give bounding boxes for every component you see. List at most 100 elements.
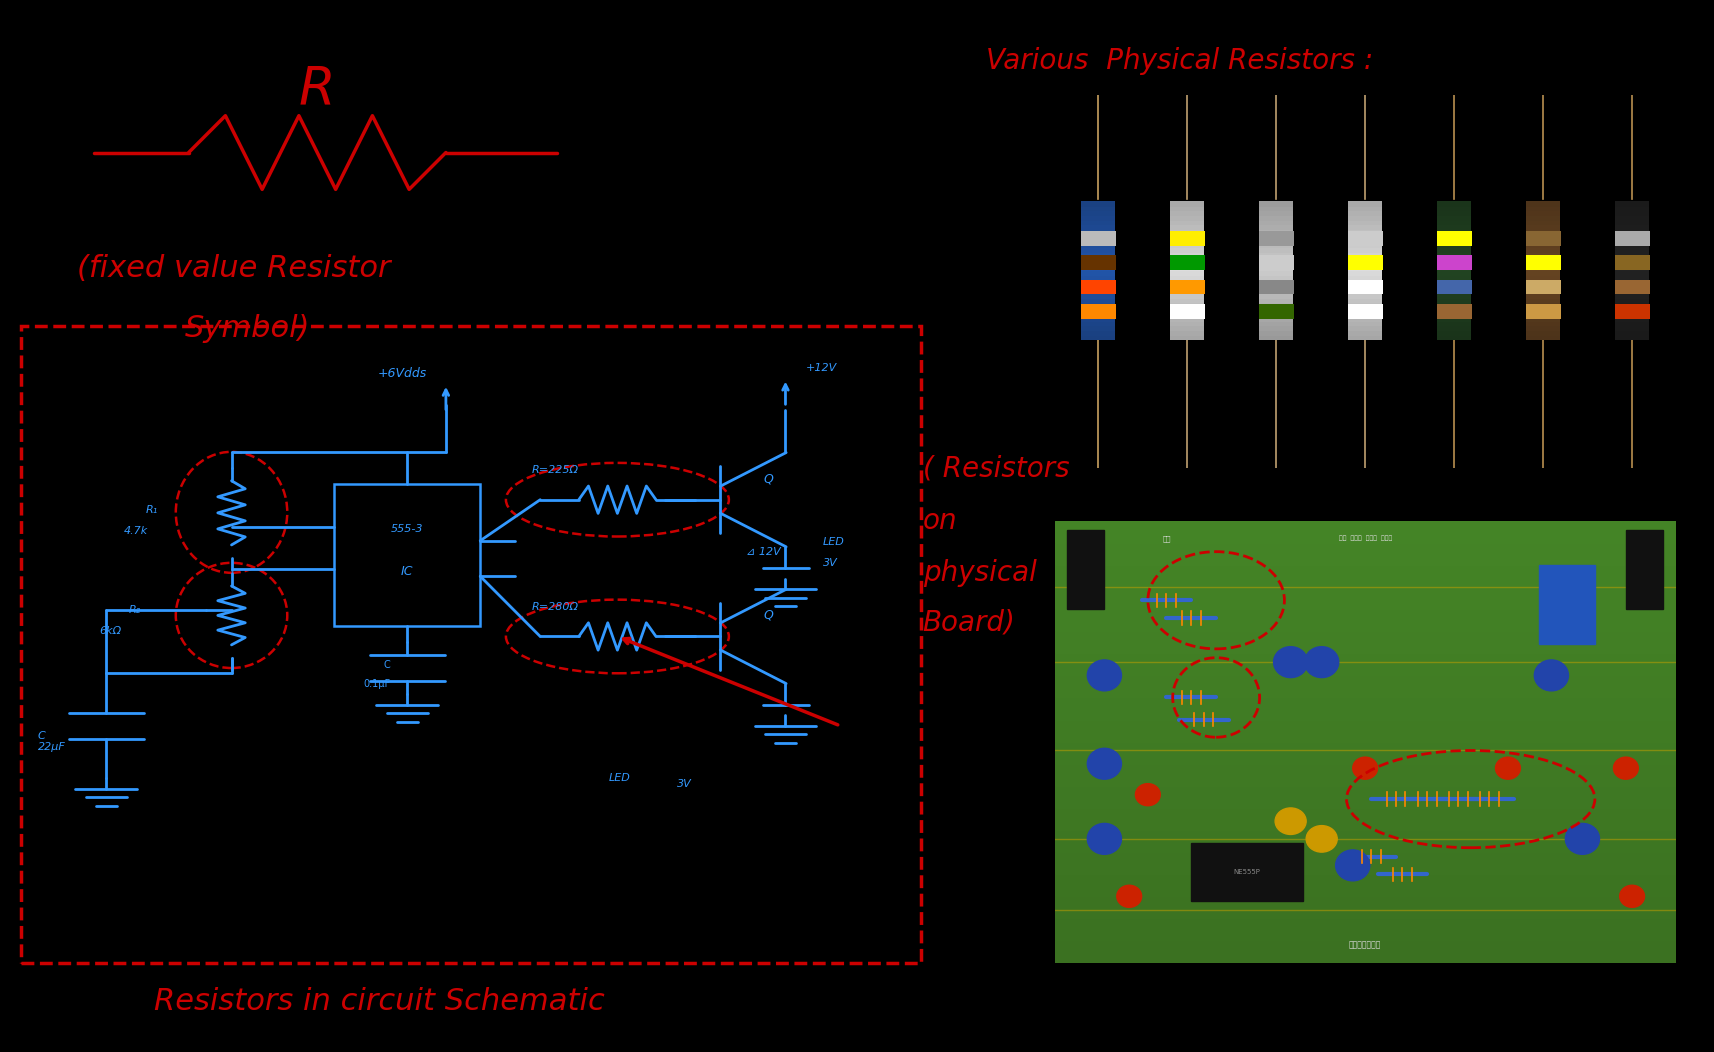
Bar: [1347, 224, 1381, 229]
Bar: [1258, 317, 1292, 322]
Bar: [1347, 294, 1381, 299]
Bar: [1525, 234, 1560, 239]
Text: +12V: +12V: [806, 363, 836, 373]
Bar: [1169, 335, 1203, 340]
Ellipse shape: [1275, 808, 1306, 834]
Ellipse shape: [1618, 886, 1644, 907]
Bar: [1436, 234, 1471, 239]
Bar: [1169, 210, 1203, 216]
Bar: [1615, 224, 1649, 229]
Bar: [1258, 302, 1292, 308]
Bar: [1615, 220, 1649, 225]
Bar: [1615, 231, 1649, 246]
Bar: [1080, 224, 1114, 229]
Bar: [1525, 302, 1560, 308]
Bar: [1436, 311, 1471, 318]
Bar: [1347, 284, 1381, 289]
Text: (fixed value Resistor: (fixed value Resistor: [77, 254, 391, 283]
Bar: [1080, 284, 1114, 289]
Bar: [1169, 270, 1203, 276]
Bar: [1525, 256, 1560, 270]
Bar: [1525, 201, 1560, 206]
Bar: [1169, 238, 1203, 244]
Bar: [1080, 251, 1114, 258]
Bar: [1615, 335, 1649, 340]
Bar: [1054, 587, 1675, 609]
Bar: [1436, 205, 1471, 211]
Bar: [1347, 220, 1381, 225]
Text: R₂: R₂: [129, 605, 141, 615]
Bar: [1436, 275, 1471, 281]
Bar: [1615, 311, 1649, 318]
Bar: [1525, 261, 1560, 266]
Bar: [1258, 330, 1292, 336]
Text: NE555P: NE555P: [1232, 869, 1260, 875]
Bar: [1347, 335, 1381, 340]
Text: Resistors in circuit Schematic: Resistors in circuit Schematic: [154, 987, 605, 1016]
Text: 多路波形发生器: 多路波形发生器: [1349, 940, 1380, 949]
Bar: [1258, 228, 1292, 235]
Bar: [1615, 280, 1649, 295]
Bar: [1347, 205, 1381, 211]
Bar: [1615, 294, 1649, 299]
Bar: [1436, 242, 1471, 248]
Bar: [1347, 265, 1381, 271]
Bar: [1169, 251, 1203, 258]
Bar: [1080, 242, 1114, 248]
Ellipse shape: [1087, 660, 1121, 691]
Bar: [1191, 844, 1303, 901]
Bar: [1436, 210, 1471, 216]
Bar: [1436, 280, 1471, 295]
Bar: [334, 484, 480, 626]
Bar: [1080, 311, 1114, 318]
Bar: [1258, 270, 1292, 276]
Bar: [1080, 294, 1114, 299]
Bar: [1436, 307, 1471, 312]
Bar: [1525, 238, 1560, 244]
Text: 6kΩ: 6kΩ: [99, 626, 122, 636]
Bar: [1615, 228, 1649, 235]
Bar: [1525, 330, 1560, 336]
Ellipse shape: [1306, 826, 1337, 852]
Text: C
22µF: C 22µF: [38, 731, 65, 752]
Bar: [1525, 265, 1560, 271]
Bar: [1615, 288, 1649, 295]
Bar: [1258, 257, 1292, 262]
Bar: [1615, 279, 1649, 285]
Ellipse shape: [1135, 784, 1160, 806]
Bar: [1347, 257, 1381, 262]
Bar: [1347, 251, 1381, 258]
Bar: [1054, 675, 1675, 697]
Text: ( Resistors: ( Resistors: [922, 454, 1068, 482]
Bar: [1615, 302, 1649, 308]
Text: R: R: [298, 63, 336, 116]
Bar: [1258, 220, 1292, 225]
Bar: [1169, 288, 1203, 295]
Bar: [1169, 261, 1203, 266]
Bar: [1436, 317, 1471, 322]
Bar: [1258, 307, 1292, 312]
Ellipse shape: [1534, 660, 1568, 691]
Bar: [1080, 304, 1114, 319]
Text: Various  Physical Resistors :: Various Physical Resistors :: [986, 47, 1373, 75]
Bar: [1080, 261, 1114, 266]
Ellipse shape: [1087, 824, 1121, 854]
Bar: [1169, 256, 1203, 270]
Bar: [1258, 284, 1292, 289]
Bar: [1080, 307, 1114, 312]
Bar: [1347, 330, 1381, 336]
Bar: [1615, 261, 1649, 266]
Bar: [1054, 521, 1675, 543]
Bar: [1436, 224, 1471, 229]
Ellipse shape: [1613, 757, 1637, 780]
Bar: [1258, 265, 1292, 271]
Bar: [1615, 201, 1649, 206]
Ellipse shape: [1116, 886, 1142, 907]
Bar: [1080, 201, 1114, 206]
Bar: [1080, 270, 1114, 276]
Bar: [1258, 205, 1292, 211]
Bar: [1615, 251, 1649, 258]
Bar: [1080, 205, 1114, 211]
Bar: [1347, 311, 1381, 318]
Ellipse shape: [1335, 850, 1369, 881]
